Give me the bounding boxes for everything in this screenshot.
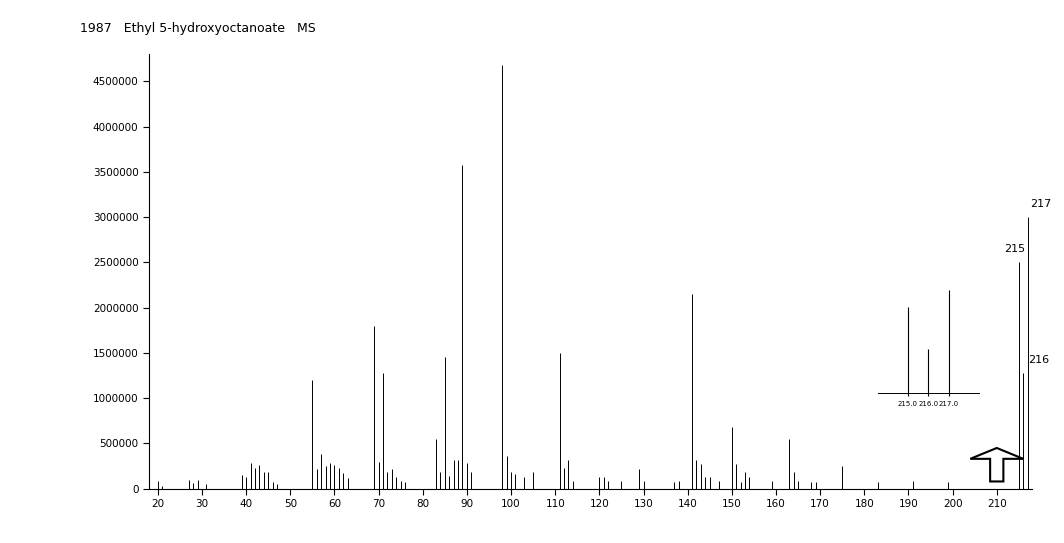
Text: 215: 215: [1003, 244, 1025, 254]
Text: 216: 216: [1028, 355, 1049, 365]
Text: 1987   Ethyl 5-hydroxyoctanoate   MS: 1987 Ethyl 5-hydroxyoctanoate MS: [80, 22, 316, 35]
Text: 217: 217: [1030, 199, 1051, 209]
FancyArrow shape: [970, 448, 1024, 482]
